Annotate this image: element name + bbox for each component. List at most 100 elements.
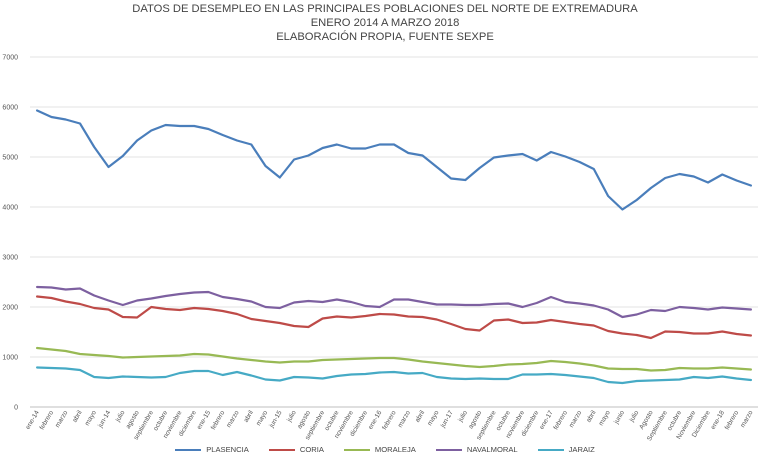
- data-point: [593, 168, 595, 170]
- data-point: [150, 306, 152, 308]
- x-tick-label: abril: [71, 409, 84, 424]
- x-tick-label: febrero: [39, 409, 56, 431]
- data-point: [236, 313, 238, 315]
- data-point: [264, 320, 267, 322]
- data-point: [236, 357, 238, 360]
- data-point: [36, 286, 38, 288]
- data-point: [464, 328, 466, 330]
- x-tick-label: julio: [457, 409, 470, 424]
- data-point: [750, 368, 752, 371]
- series-points-navalmoral: [36, 286, 752, 318]
- x-tick-label: marzo: [54, 409, 69, 429]
- data-point: [236, 298, 238, 300]
- data-point: [479, 329, 481, 332]
- data-point: [721, 306, 723, 309]
- legend-label: CORIA: [299, 445, 324, 454]
- data-point: [250, 374, 252, 377]
- legend-item-jaraiz: JARAIZ: [537, 445, 595, 454]
- data-point: [207, 291, 210, 293]
- data-point: [65, 118, 67, 121]
- x-tick-label: febrero: [381, 409, 398, 431]
- x-tick-label: mayo: [84, 409, 98, 427]
- data-point: [136, 356, 138, 358]
- data-point: [179, 125, 181, 127]
- data-point: [578, 362, 581, 365]
- data-point: [550, 151, 552, 153]
- data-point: [79, 353, 81, 355]
- data-point: [50, 367, 53, 369]
- chart-subtitle-1: ENERO 2014 A MARZO 2018: [310, 17, 460, 29]
- data-point: [721, 375, 723, 378]
- data-point: [636, 313, 638, 316]
- data-point: [479, 366, 481, 368]
- data-point: [250, 143, 252, 146]
- data-point: [93, 294, 95, 297]
- data-point: [735, 179, 738, 182]
- data-point: [678, 367, 681, 369]
- legend-item-plasencia: PLASENCIA: [175, 445, 249, 454]
- data-point: [293, 376, 295, 378]
- legend-swatch: [435, 448, 462, 451]
- data-point: [93, 146, 95, 148]
- data-point: [322, 317, 324, 320]
- x-tick-label: marzo: [397, 409, 412, 429]
- data-point: [678, 306, 681, 308]
- data-point: [79, 303, 81, 305]
- data-point: [550, 319, 552, 321]
- data-point: [322, 301, 324, 303]
- data-point: [421, 316, 424, 318]
- data-point: [36, 347, 38, 349]
- data-point: [750, 379, 752, 381]
- x-tick-label: abril: [414, 409, 427, 424]
- data-point: [193, 291, 195, 294]
- data-point: [379, 313, 381, 315]
- legend-item-coria: CORIA: [268, 445, 324, 454]
- data-point: [150, 355, 152, 358]
- data-point: [564, 361, 566, 363]
- data-point: [122, 304, 124, 306]
- data-point: [250, 359, 252, 361]
- data-point: [735, 377, 738, 380]
- data-point: [350, 147, 352, 150]
- data-point: [593, 304, 595, 307]
- data-point: [707, 308, 709, 311]
- data-point: [664, 330, 666, 333]
- data-point: [721, 366, 723, 369]
- data-point: [122, 155, 124, 157]
- data-point: [507, 363, 509, 366]
- data-point: [564, 321, 566, 323]
- data-point: [707, 377, 709, 379]
- data-point: [536, 159, 538, 162]
- data-point: [65, 350, 67, 352]
- data-point: [650, 309, 652, 311]
- data-point: [464, 179, 466, 181]
- data-point: [550, 373, 552, 375]
- data-point: [350, 358, 352, 360]
- data-point: [450, 323, 452, 325]
- x-tick-label: mayo: [598, 409, 612, 427]
- series-points-jaraiz: [36, 366, 752, 384]
- data-point: [193, 353, 195, 355]
- x-tick-label: julio: [285, 409, 298, 424]
- x-tick-label: febrero: [553, 409, 570, 431]
- data-point: [136, 139, 138, 142]
- x-tick-label: julio: [114, 409, 127, 424]
- data-point: [307, 154, 309, 157]
- data-point: [479, 167, 481, 169]
- data-point: [479, 377, 481, 380]
- data-point: [179, 354, 181, 357]
- x-tick-label: marzo: [225, 409, 240, 429]
- data-point: [493, 365, 495, 367]
- data-point: [650, 379, 652, 382]
- data-point: [279, 361, 281, 364]
- data-point: [50, 286, 53, 289]
- data-point: [521, 153, 524, 155]
- data-point: [564, 374, 566, 376]
- data-point: [264, 165, 267, 167]
- data-point: [279, 322, 281, 324]
- x-tick-label: febrero: [210, 409, 227, 431]
- series-points-plasencia: [36, 109, 752, 211]
- data-point: [336, 143, 338, 146]
- x-tick-label: jun-17: [439, 409, 455, 430]
- data-point: [636, 368, 638, 370]
